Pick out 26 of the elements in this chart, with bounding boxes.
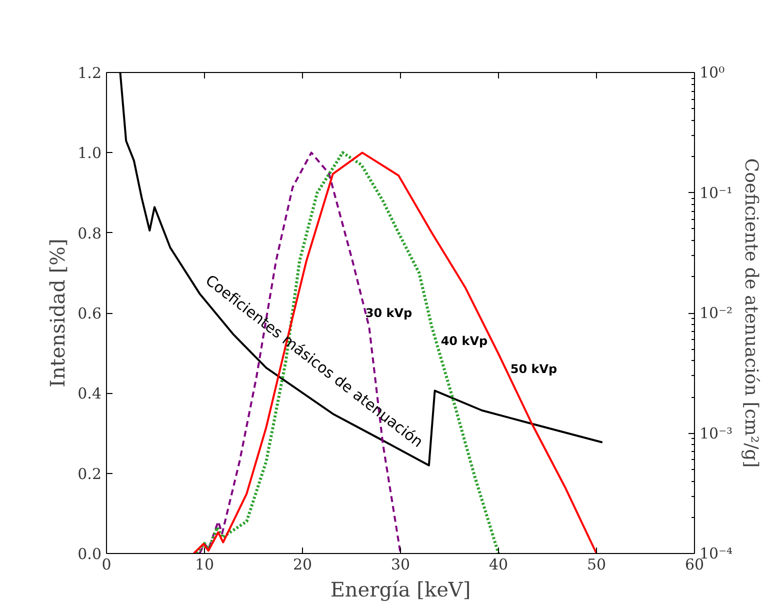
y2-axis-title: Coeficiente de atenuación [cm²/g] [740, 158, 762, 468]
x-tick-label: 50 [586, 556, 606, 574]
y-tick-label: 0.8 [78, 224, 102, 242]
x-tick-label: 20 [292, 556, 312, 574]
y-tick-label: 0.4 [78, 384, 102, 403]
x-tick-label: 0 [102, 556, 112, 574]
y-tick-label: 1.0 [78, 144, 102, 162]
line-series [192, 152, 598, 554]
y2-tick-label: 10⁻¹ [700, 184, 733, 202]
x-tick-label: 10 [194, 556, 214, 574]
y-axis-title: Intensidad [%] [46, 238, 70, 388]
y-tick-label: 1.2 [78, 64, 102, 82]
series-label: 30 kVp [365, 306, 413, 320]
y-tick-label: 0.0 [78, 545, 102, 563]
y2-tick-label: 10⁰ [700, 64, 725, 82]
line-series [119, 72, 604, 466]
x-tick-label: 30 [390, 556, 410, 574]
line-series [195, 151, 500, 554]
x-axis-title: Energía [keV] [330, 578, 471, 602]
series-label: 50 kVp [510, 362, 558, 376]
y-tick-label: 0.2 [78, 464, 102, 483]
y2-tick-label: 10⁻² [700, 304, 733, 322]
series-label: 40 kVp [440, 334, 488, 348]
x-tick-label: 40 [488, 556, 508, 574]
y-tick-label: 0.6 [78, 304, 102, 322]
y2-tick-label: 10⁻³ [700, 424, 733, 442]
